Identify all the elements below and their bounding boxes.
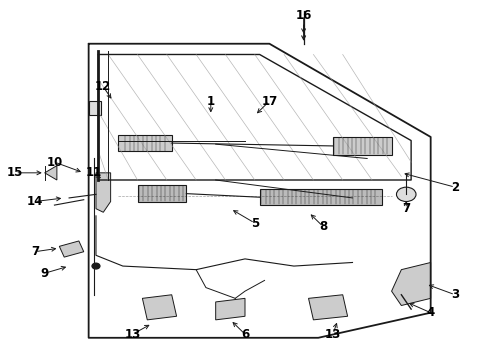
FancyBboxPatch shape (260, 189, 382, 205)
Polygon shape (216, 298, 245, 320)
Text: 10: 10 (47, 156, 63, 168)
Text: 1: 1 (207, 95, 215, 108)
Polygon shape (45, 166, 57, 180)
Text: 5: 5 (251, 216, 259, 230)
Text: 6: 6 (241, 328, 249, 341)
Text: 17: 17 (261, 95, 277, 108)
Circle shape (92, 263, 100, 269)
Text: 16: 16 (295, 9, 312, 22)
Circle shape (396, 187, 416, 202)
Text: 15: 15 (7, 166, 24, 179)
FancyBboxPatch shape (118, 135, 172, 151)
FancyBboxPatch shape (89, 101, 101, 116)
Text: 9: 9 (41, 267, 49, 280)
Text: 11: 11 (85, 166, 101, 179)
Text: 13: 13 (325, 328, 341, 341)
FancyBboxPatch shape (138, 185, 186, 202)
Polygon shape (143, 295, 176, 320)
Polygon shape (59, 241, 84, 257)
FancyBboxPatch shape (333, 137, 392, 155)
Text: 7: 7 (402, 202, 410, 215)
Text: 4: 4 (427, 306, 435, 319)
Polygon shape (309, 295, 347, 320)
Text: 7: 7 (31, 245, 39, 258)
Text: 8: 8 (319, 220, 327, 233)
Text: 2: 2 (451, 181, 459, 194)
Text: 3: 3 (451, 288, 459, 301)
Polygon shape (392, 262, 431, 306)
Polygon shape (96, 173, 111, 212)
Text: 12: 12 (95, 80, 111, 93)
Text: 13: 13 (124, 328, 141, 341)
Text: 14: 14 (27, 195, 43, 208)
